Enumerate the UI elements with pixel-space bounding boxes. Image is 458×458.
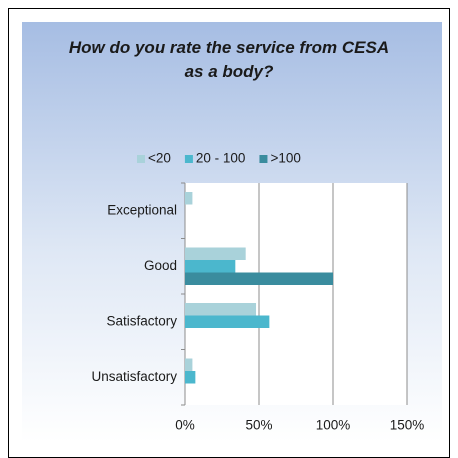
legend-swatch xyxy=(259,155,268,163)
y-tick-label: Unsatisfactory xyxy=(91,369,177,384)
legend-swatch xyxy=(137,155,145,163)
legend-swatch xyxy=(184,155,193,163)
bar xyxy=(185,303,257,316)
bar xyxy=(185,247,246,260)
legend-label: >100 xyxy=(270,151,300,166)
plot-area xyxy=(185,183,407,405)
bar xyxy=(185,272,333,285)
x-tick-label: 0% xyxy=(175,418,195,433)
x-tick-label: 150% xyxy=(390,418,425,433)
bar xyxy=(185,260,236,273)
bar xyxy=(185,358,193,371)
chart-title: How do you rate the service from CESA as… xyxy=(68,38,390,81)
legend-label: <20 xyxy=(148,151,171,166)
y-tick-label: Satisfactory xyxy=(106,313,177,328)
bar xyxy=(185,315,270,328)
y-tick-label: Good xyxy=(144,258,177,273)
x-tick-label: 50% xyxy=(245,418,272,433)
bar xyxy=(185,192,193,205)
legend-label: 20 - 100 xyxy=(196,151,246,166)
bar xyxy=(185,371,196,384)
x-tick-label: 100% xyxy=(316,418,351,433)
y-tick-label: Exceptional xyxy=(107,202,177,217)
